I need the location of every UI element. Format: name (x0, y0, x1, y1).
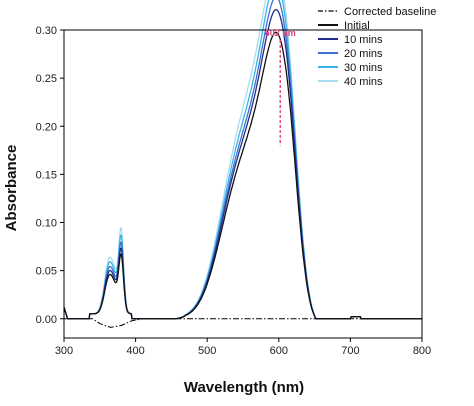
y-tick-label: 0.25 (36, 73, 57, 85)
x-tick-label: 400 (126, 345, 144, 357)
y-axis-title: Absorbance (3, 145, 20, 232)
series-line-initial (63, 31, 422, 320)
y-tick-label: 0.00 (36, 314, 57, 326)
y-tick-label: 0.15 (36, 169, 57, 181)
y-tick-label: 0.10 (36, 218, 57, 230)
y-tick-label: 0.30 (36, 25, 57, 37)
x-tick-label: 500 (198, 345, 216, 357)
plot-frame (63, 29, 423, 339)
legend: Corrected baseline Initial 10 mins 20 mins 3… (318, 6, 436, 88)
y-tick-label: 0.20 (36, 121, 57, 133)
x-axis-title: Wavelength (nm) (184, 379, 304, 396)
series-line-corrected-baseline (64, 318, 422, 328)
legend-label: 40 mins (344, 76, 383, 88)
x-tick-label: 700 (341, 345, 359, 357)
legend-label: Initial (344, 20, 370, 32)
legend-label: 30 mins (344, 62, 383, 74)
peak-annotation: 602 nm (265, 28, 296, 146)
axes-layer: 300 400 500 600 700 800 0.00 0.05 0.10 0.15 0.20 0.… (36, 25, 432, 357)
x-tick-label: 600 (270, 345, 288, 357)
legend-label: Corrected baseline (344, 6, 436, 18)
legend-label: 10 mins (344, 34, 383, 46)
x-tick-label: 800 (413, 345, 431, 357)
legend-label: 20 mins (344, 48, 383, 60)
y-tick-label: 0.05 (36, 266, 57, 278)
series-layer (63, 0, 422, 328)
x-tick-label: 300 (55, 345, 73, 357)
peak-label: 602 nm (265, 28, 296, 38)
